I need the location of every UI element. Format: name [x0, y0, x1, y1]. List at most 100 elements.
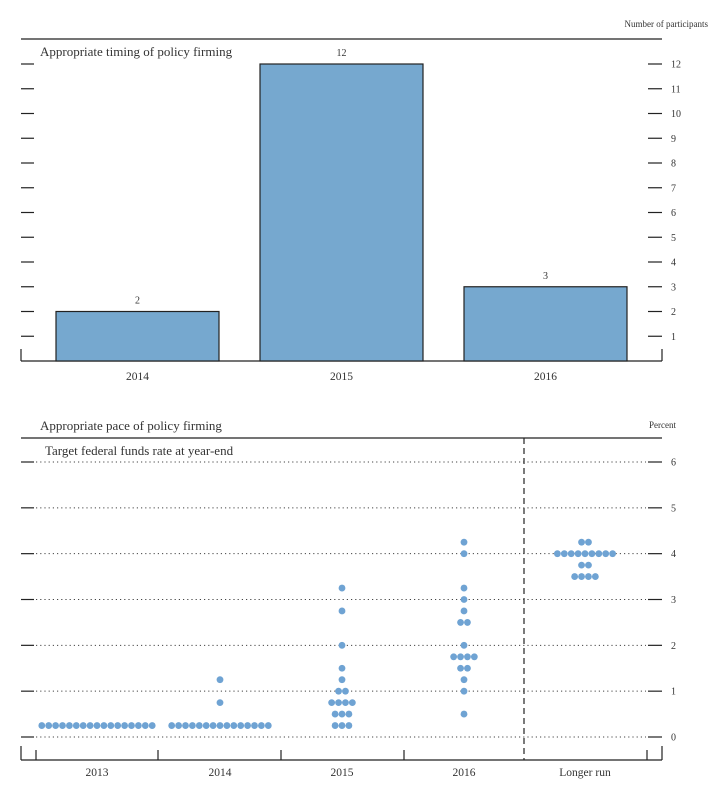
participant-dot: [121, 722, 128, 729]
bar-value-label: 2: [135, 296, 140, 307]
participant-dot: [460, 538, 468, 546]
participant-dot: [335, 687, 342, 695]
bottom-y-tick-label: 2: [671, 641, 676, 652]
participant-dot: [460, 687, 468, 695]
participant-dot: [460, 607, 468, 615]
participant-dot: [338, 710, 346, 718]
participant-dot: [460, 676, 468, 684]
bottom-x-category-label: 2015: [331, 767, 354, 779]
participant-dot: [107, 722, 115, 729]
participant-dot: [328, 699, 336, 707]
participant-dot: [135, 722, 142, 729]
bottom-ylabel: Percent: [649, 420, 676, 430]
participant-dot: [38, 722, 46, 729]
bottom-x-category-label: 2014: [209, 767, 232, 779]
bar-2015: [259, 63, 424, 362]
participant-dot: [342, 687, 349, 695]
bar-2014: [55, 310, 220, 362]
top-y-tick-label: 5: [671, 233, 676, 244]
participant-dot: [571, 573, 579, 580]
top-y-tick-label: 7: [671, 183, 676, 194]
bar-value-label: 3: [543, 271, 548, 282]
participant-dot: [560, 550, 568, 558]
participant-dot: [338, 722, 346, 729]
participant-dot: [464, 653, 471, 661]
participant-dot: [578, 538, 585, 546]
participant-dot: [342, 699, 349, 707]
participant-dot: [591, 573, 599, 580]
participant-dot: [209, 722, 217, 729]
participant-dot: [202, 722, 210, 729]
participant-dot: [457, 664, 464, 672]
top-y-tick-label: 12: [671, 60, 681, 71]
participant-dot: [86, 722, 94, 729]
participant-dot: [567, 550, 575, 558]
top-y-tick-label: 1: [671, 332, 676, 343]
participant-dot: [460, 641, 468, 649]
bottom-x-category-label: Longer run: [559, 767, 611, 779]
participant-dot: [460, 596, 468, 603]
participant-dot: [338, 584, 346, 592]
dot-group-2015: [328, 584, 356, 729]
top-y-tick-label: 9: [671, 134, 676, 145]
participant-dot: [345, 710, 353, 718]
top-x-category-label: 2015: [330, 371, 353, 383]
bottom-y-tick-label: 4: [671, 549, 676, 560]
participant-dot: [457, 619, 464, 626]
participant-dot: [244, 722, 252, 729]
participant-dot: [585, 561, 592, 569]
participant-dot: [216, 699, 224, 707]
participant-dot: [338, 641, 346, 649]
participant-dot: [574, 550, 582, 558]
participant-dot: [168, 722, 176, 729]
top-y-tick-label: 3: [671, 282, 676, 293]
participant-dot: [72, 722, 80, 729]
participant-dot: [93, 722, 101, 729]
participant-dot: [578, 573, 585, 580]
participant-dot: [66, 722, 73, 729]
top-x-category-label: 2014: [126, 371, 149, 383]
participant-dot: [348, 699, 356, 707]
top-y-tick-label: 8: [671, 159, 676, 170]
dot-group-longer-run: [554, 538, 616, 580]
participant-dot: [52, 722, 59, 729]
top-y-tick-label: 6: [671, 208, 676, 219]
participant-dot: [237, 722, 245, 729]
participant-dot: [595, 550, 603, 558]
bottom-chart-title: Appropriate pace of policy firming: [40, 418, 222, 433]
participant-dot: [460, 710, 468, 718]
participant-dot: [345, 722, 353, 729]
top-y-tick-label: 10: [671, 109, 681, 120]
bottom-x-category-label: 2016: [453, 767, 476, 779]
participant-dot: [182, 722, 189, 729]
dot-group-2014: [168, 676, 272, 729]
participant-dot: [230, 722, 238, 729]
participant-dot: [175, 722, 183, 729]
participant-dot: [264, 722, 272, 729]
participant-dot: [189, 722, 196, 729]
participant-dot: [141, 722, 149, 729]
participant-dot: [457, 653, 464, 661]
top-chart-title: Appropriate timing of policy firming: [40, 44, 233, 59]
participant-dot: [223, 722, 231, 729]
top-y-tick-label: 11: [671, 84, 681, 95]
participant-dot: [554, 550, 561, 558]
participant-dot: [464, 619, 471, 626]
bottom-y-tick-label: 1: [671, 687, 676, 698]
participant-dot: [602, 550, 610, 558]
participant-dot: [450, 653, 458, 661]
participant-dot: [460, 550, 468, 558]
top-x-category-label: 2016: [534, 371, 557, 383]
bottom-y-tick-label: 0: [671, 733, 676, 744]
participant-dot: [585, 573, 592, 580]
participant-dot: [331, 710, 339, 718]
top-y-tick-label: 2: [671, 307, 676, 318]
participant-dot: [609, 550, 616, 558]
participant-dot: [128, 722, 135, 729]
bottom-y-tick-label: 6: [671, 458, 676, 469]
participant-dot: [578, 561, 585, 569]
participant-dot: [588, 550, 596, 558]
participant-dot: [460, 584, 468, 592]
bar-value-label: 12: [337, 48, 347, 59]
